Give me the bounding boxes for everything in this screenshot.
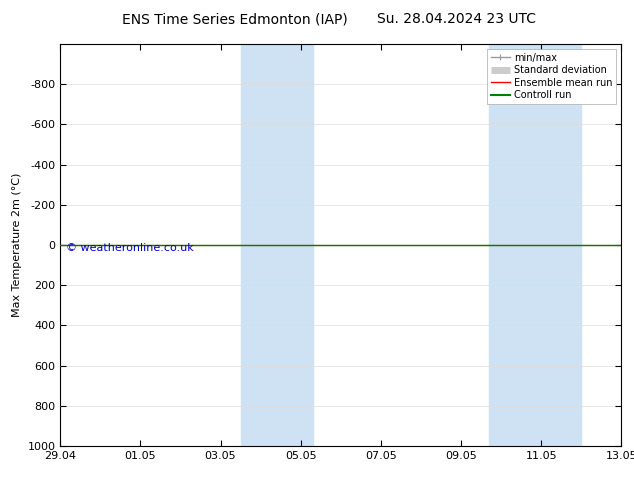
Bar (489, 44, 581, 446)
Text: © weatheronline.co.uk: © weatheronline.co.uk (66, 244, 193, 253)
Y-axis label: Max Temperature 2m (°C): Max Temperature 2m (°C) (12, 173, 22, 317)
Bar (240, 44, 313, 446)
Legend: min/max, Standard deviation, Ensemble mean run, Controll run: min/max, Standard deviation, Ensemble me… (487, 49, 616, 104)
Text: Su. 28.04.2024 23 UTC: Su. 28.04.2024 23 UTC (377, 12, 536, 26)
Text: ENS Time Series Edmonton (IAP): ENS Time Series Edmonton (IAP) (122, 12, 347, 26)
